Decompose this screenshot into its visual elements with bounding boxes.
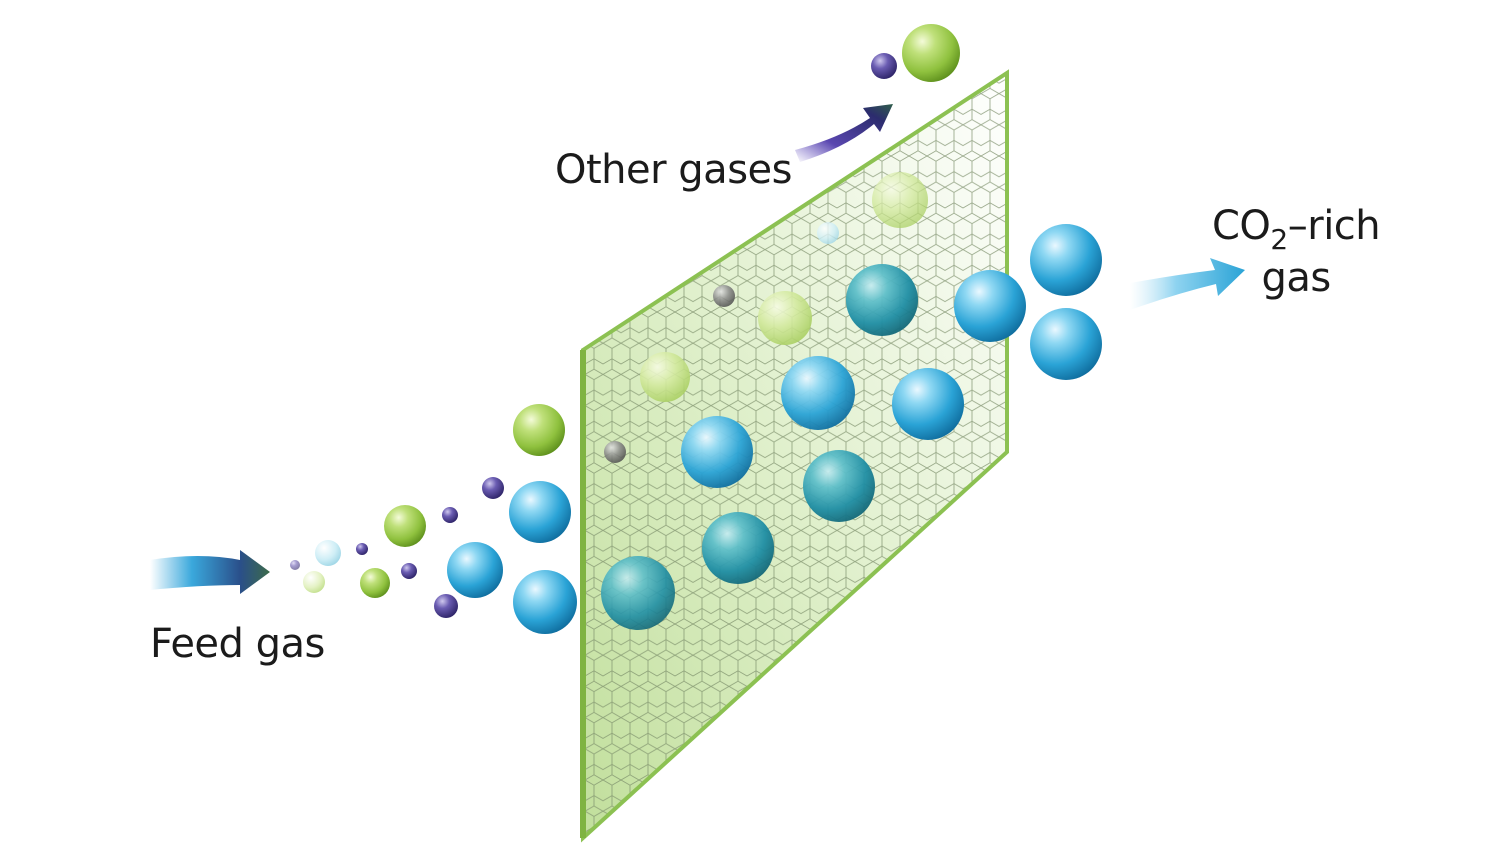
green-molecule [513,404,565,456]
co2-molecule [447,542,503,598]
faint-green-molecule [640,352,690,402]
small-molecule [482,477,504,499]
co2-molecule [1030,308,1102,380]
small-molecule [401,563,417,579]
feed-gas-molecules [290,404,577,634]
faint-green-molecule [758,291,812,345]
green-molecule [902,24,960,82]
co2-molecule [1030,224,1102,296]
small-molecule [434,594,458,618]
other-gases-arrow-icon [795,104,893,162]
other-gases-label: Other gases [555,147,792,193]
small-molecule [290,560,300,570]
co2-molecule [781,356,855,430]
co2-suffix: –rich [1287,203,1381,249]
small-molecule [442,507,458,523]
co2-rich-line-2: gas [1261,255,1331,301]
co2-prefix: CO [1212,203,1271,249]
co2-rich-gas-label: CO2–rich gas [1212,200,1381,304]
grey-molecule [817,222,839,244]
co2-arrow-icon [1130,258,1245,310]
green-molecule [360,568,390,598]
co2-molecule [509,481,571,543]
other-gases-molecules [871,24,960,82]
co2-molecule [513,570,577,634]
faint-green-molecule [872,172,928,228]
co2-subscript: 2 [1270,223,1288,256]
membrane-molecules [601,172,964,630]
pale-molecule [315,540,341,566]
feed-gas-label: Feed gas [150,621,325,667]
co2-molecule [681,416,753,488]
small-molecule [356,543,368,555]
grey-molecule [604,441,626,463]
co2-rich-molecules [954,224,1102,380]
green-molecule [384,505,426,547]
small-molecule [871,53,897,79]
co2-molecule [702,512,774,584]
co2-molecule [803,450,875,522]
grey-molecule [713,285,735,307]
co2-rich-line-1: CO2–rich [1212,200,1381,256]
co2-molecule [892,368,964,440]
co2-molecule [846,264,918,336]
co2-molecule [954,270,1026,342]
feed-arrow-icon [150,550,270,594]
pale-green-molecule [303,571,325,593]
co2-molecule [601,556,675,630]
